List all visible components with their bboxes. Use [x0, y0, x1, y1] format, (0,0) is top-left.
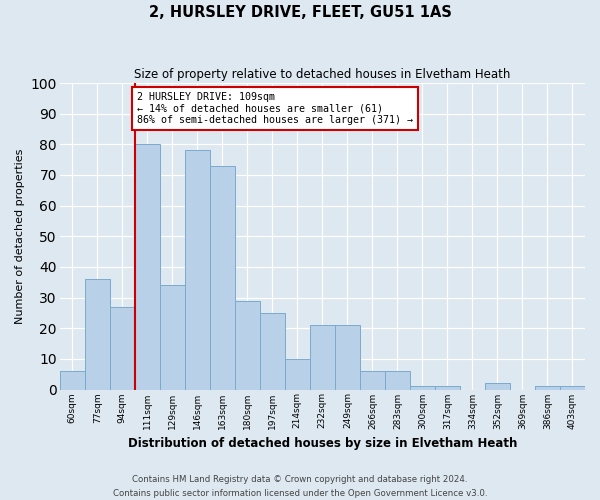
Bar [110, 307, 135, 390]
Text: 2, HURSLEY DRIVE, FLEET, GU51 1AS: 2, HURSLEY DRIVE, FLEET, GU51 1AS [149, 5, 451, 20]
Text: 2 HURSLEY DRIVE: 109sqm
← 14% of detached houses are smaller (61)
86% of semi-de: 2 HURSLEY DRIVE: 109sqm ← 14% of detache… [137, 92, 413, 126]
Bar [335, 325, 360, 390]
Bar [310, 325, 335, 390]
Bar [485, 384, 510, 390]
Bar [160, 286, 185, 390]
Bar [85, 279, 110, 390]
X-axis label: Distribution of detached houses by size in Elvetham Heath: Distribution of detached houses by size … [128, 437, 517, 450]
Bar [285, 359, 310, 390]
Bar [185, 150, 210, 390]
Y-axis label: Number of detached properties: Number of detached properties [15, 148, 25, 324]
Bar [260, 313, 285, 390]
Text: Contains HM Land Registry data © Crown copyright and database right 2024.
Contai: Contains HM Land Registry data © Crown c… [113, 476, 487, 498]
Bar [560, 386, 585, 390]
Bar [60, 371, 85, 390]
Bar [235, 300, 260, 390]
Bar [535, 386, 560, 390]
Bar [385, 371, 410, 390]
Bar [135, 144, 160, 390]
Title: Size of property relative to detached houses in Elvetham Heath: Size of property relative to detached ho… [134, 68, 511, 80]
Bar [210, 166, 235, 390]
Bar [410, 386, 435, 390]
Bar [360, 371, 385, 390]
Bar [435, 386, 460, 390]
